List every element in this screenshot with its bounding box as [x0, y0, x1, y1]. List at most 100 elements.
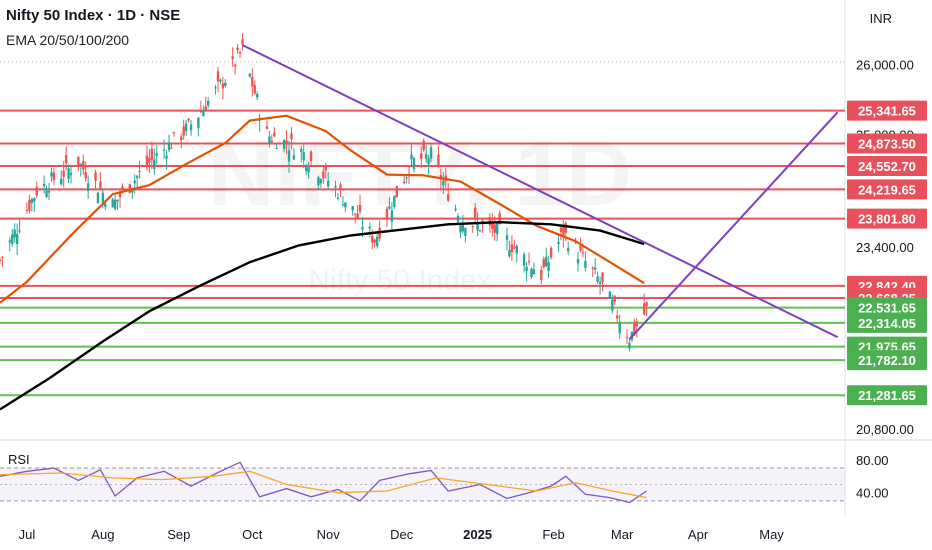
candle — [527, 252, 531, 266]
candle-body — [69, 172, 73, 176]
candle — [618, 314, 621, 339]
candle — [549, 246, 553, 260]
price-axis-label-3: 20,800.00 — [856, 422, 914, 437]
candle — [356, 205, 359, 220]
candle-body — [424, 154, 428, 159]
candle — [505, 227, 509, 251]
candle-body — [505, 234, 509, 240]
candle — [395, 185, 398, 198]
candle-body — [564, 223, 567, 233]
candle-body — [219, 79, 222, 82]
candle-body — [45, 190, 48, 197]
candle-body — [327, 180, 330, 187]
candle — [442, 171, 445, 194]
candle-body — [635, 321, 639, 327]
candle-body — [216, 71, 220, 82]
candle — [118, 188, 122, 208]
candle-body — [576, 258, 580, 264]
candle-body — [437, 154, 440, 166]
candle — [456, 213, 460, 224]
candle-body — [375, 236, 379, 246]
candle — [319, 178, 323, 188]
candle-body — [596, 276, 599, 282]
candle-body — [251, 76, 254, 87]
candle-body — [121, 186, 124, 190]
candle-body — [233, 64, 237, 67]
candle — [273, 127, 276, 138]
candle-body — [456, 216, 460, 222]
candle-body — [189, 124, 193, 131]
candle-body — [300, 148, 303, 152]
time-axis-label-6: 2025 — [463, 527, 492, 542]
candles — [0, 33, 648, 352]
candle — [300, 145, 303, 163]
candle — [128, 183, 132, 194]
candle — [608, 290, 612, 300]
candle — [427, 155, 430, 175]
candle — [67, 164, 70, 183]
level-tag-1: 24,873.50 — [847, 133, 927, 154]
candle — [322, 166, 325, 185]
candle-body — [172, 132, 176, 134]
candle-body — [510, 244, 514, 253]
candle — [358, 194, 362, 215]
candle — [202, 105, 205, 117]
candle-body — [113, 199, 117, 209]
time-axis-label-1: Aug — [91, 527, 114, 542]
watermark-symbol: NIFTY, 1D — [208, 123, 632, 225]
candle — [304, 164, 308, 175]
candle-body — [273, 132, 276, 137]
level-tag-3: 24,219.65 — [847, 179, 927, 200]
candle-body — [94, 172, 97, 181]
candle-body — [47, 190, 51, 193]
candle — [317, 175, 320, 189]
candle — [287, 140, 291, 173]
candle-body — [64, 155, 68, 164]
candle — [510, 235, 514, 262]
candle — [292, 148, 296, 161]
candle-body — [8, 240, 11, 243]
time-axis-label-3: Oct — [242, 527, 263, 542]
candle-body — [429, 147, 433, 159]
rsi-line — [0, 461, 647, 504]
candle — [410, 144, 413, 167]
candle — [13, 223, 16, 243]
candle — [18, 219, 21, 234]
candle-body — [84, 171, 87, 179]
candle-body — [412, 158, 416, 169]
candle-body — [593, 267, 597, 270]
candle — [642, 293, 646, 316]
candle — [167, 134, 171, 152]
indicator-legend[interactable]: EMA 20/50/100/200 — [6, 32, 129, 48]
candle — [464, 227, 467, 243]
candle — [625, 329, 629, 345]
candle — [265, 120, 269, 130]
candle — [530, 267, 533, 280]
candle-body — [584, 260, 587, 269]
candle-body — [613, 295, 616, 302]
candle-body — [405, 177, 408, 179]
candle-body — [579, 245, 582, 251]
candle-body — [373, 239, 376, 243]
level-tag-box — [847, 385, 927, 406]
candle — [99, 172, 102, 191]
rsi-title: RSI — [8, 452, 30, 467]
candle — [268, 130, 271, 148]
level-tag-label: 24,219.65 — [858, 182, 916, 197]
candle-body — [390, 210, 394, 222]
currency-label[interactable]: INR — [869, 11, 892, 26]
candle-body — [557, 241, 560, 244]
candle-body — [167, 142, 171, 150]
candle — [94, 169, 97, 191]
candle — [353, 213, 357, 224]
candle-body — [562, 227, 565, 237]
candle-body — [290, 133, 293, 140]
candle-body — [522, 254, 526, 266]
time-axis-label-7: Feb — [542, 527, 564, 542]
level-tag-box — [847, 208, 927, 229]
candle — [155, 144, 158, 165]
candle — [540, 265, 543, 285]
level-tag-box — [847, 350, 927, 371]
candle — [420, 146, 423, 168]
